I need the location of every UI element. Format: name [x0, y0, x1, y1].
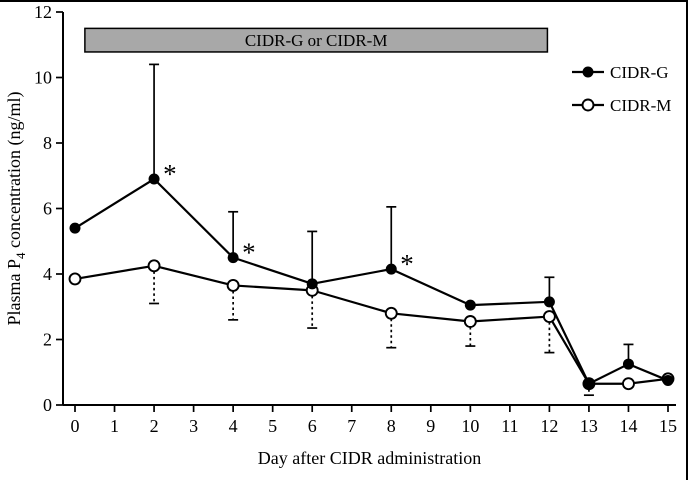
y-tick-label: 10: [34, 68, 52, 88]
legend-marker-cidr-m: [581, 98, 595, 112]
data-point-cidr-g-day12: [543, 296, 555, 308]
y-axis: 0 2 4 6 8 10 12: [34, 2, 64, 415]
data-point-cidr-m-day0: [68, 272, 82, 286]
y-axis-title: Plasma P4 concentration (ng/ml): [4, 92, 28, 326]
error-bars-cidr-g: [149, 63, 634, 365]
markers-cidr-g: [69, 173, 674, 390]
x-tick-label: 7: [347, 416, 356, 436]
x-axis-title: Day after CIDR administration: [258, 448, 481, 468]
data-point-cidr-m-day2: [147, 259, 161, 273]
significance-asterisk: *: [400, 249, 414, 279]
x-tick-label: 2: [150, 416, 159, 436]
x-tick-label: 1: [110, 416, 119, 436]
data-point-cidr-g-day6: [306, 278, 318, 290]
y-tick-label: 8: [43, 133, 52, 153]
x-axis: 0 1 2 3 4 5 6 7 8 9 10 11 12 13 14 15: [63, 404, 677, 436]
data-point-cidr-g-day8: [385, 263, 397, 275]
x-tick-label: 15: [659, 416, 677, 436]
x-tick-label: 13: [580, 416, 598, 436]
legend-label-cidr-g: CIDR-G: [610, 63, 669, 82]
x-tick-label: 12: [540, 416, 558, 436]
treatment-bar-label: CIDR-G or CIDR-M: [245, 31, 388, 50]
x-tick-label: 3: [189, 416, 198, 436]
y-tick-label: 4: [43, 264, 52, 284]
data-point-cidr-m-day12: [542, 310, 556, 324]
data-point-cidr-g-day2: [148, 173, 160, 185]
data-point-cidr-m-day10: [463, 315, 477, 328]
legend: CIDR-G CIDR-M: [572, 63, 671, 115]
series-line-cidr-g: [74, 177, 669, 385]
y-tick-label: 2: [43, 330, 52, 350]
x-tick-label: 8: [387, 416, 396, 436]
error-bars-cidr-m: [149, 265, 594, 397]
asterisk-annotations: * * *: [163, 159, 414, 279]
x-tick-label: 5: [268, 416, 277, 436]
data-point-cidr-m-day8: [384, 306, 398, 320]
significance-asterisk: *: [163, 159, 177, 189]
data-point-cidr-g-day0: [69, 222, 81, 234]
series-line-cidr-m: [74, 264, 669, 385]
data-point-cidr-g-day4: [227, 252, 239, 264]
x-axis-label: Day after CIDR administration: [258, 448, 481, 468]
x-tick-label: 9: [426, 416, 435, 436]
data-point-cidr-m-day4: [226, 279, 240, 292]
x-tick-label: 10: [461, 416, 479, 436]
data-point-cidr-g-day10: [464, 299, 476, 311]
x-tick-label: 14: [619, 416, 637, 436]
significance-asterisk: *: [242, 238, 256, 268]
data-point-cidr-g-day13: [583, 378, 595, 390]
y-axis-label: Plasma P4 concentration (ng/ml): [4, 92, 28, 326]
y-tick-label: 6: [43, 199, 52, 219]
data-point-cidr-g-day14: [622, 358, 634, 370]
treatment-bar: CIDR-G or CIDR-M: [84, 27, 549, 53]
x-tick-label: 11: [501, 416, 518, 436]
legend-marker-cidr-g: [582, 66, 594, 78]
y-tick-label: 0: [43, 395, 52, 415]
data-point-cidr-m-day14: [622, 377, 635, 391]
legend-label-cidr-m: CIDR-M: [610, 96, 671, 115]
y-tick-label: 12: [34, 2, 52, 22]
x-tick-label: 4: [229, 416, 238, 436]
x-tick-label: 0: [71, 416, 80, 436]
x-tick-label: 6: [308, 416, 317, 436]
data-point-cidr-g-day15: [662, 374, 674, 386]
